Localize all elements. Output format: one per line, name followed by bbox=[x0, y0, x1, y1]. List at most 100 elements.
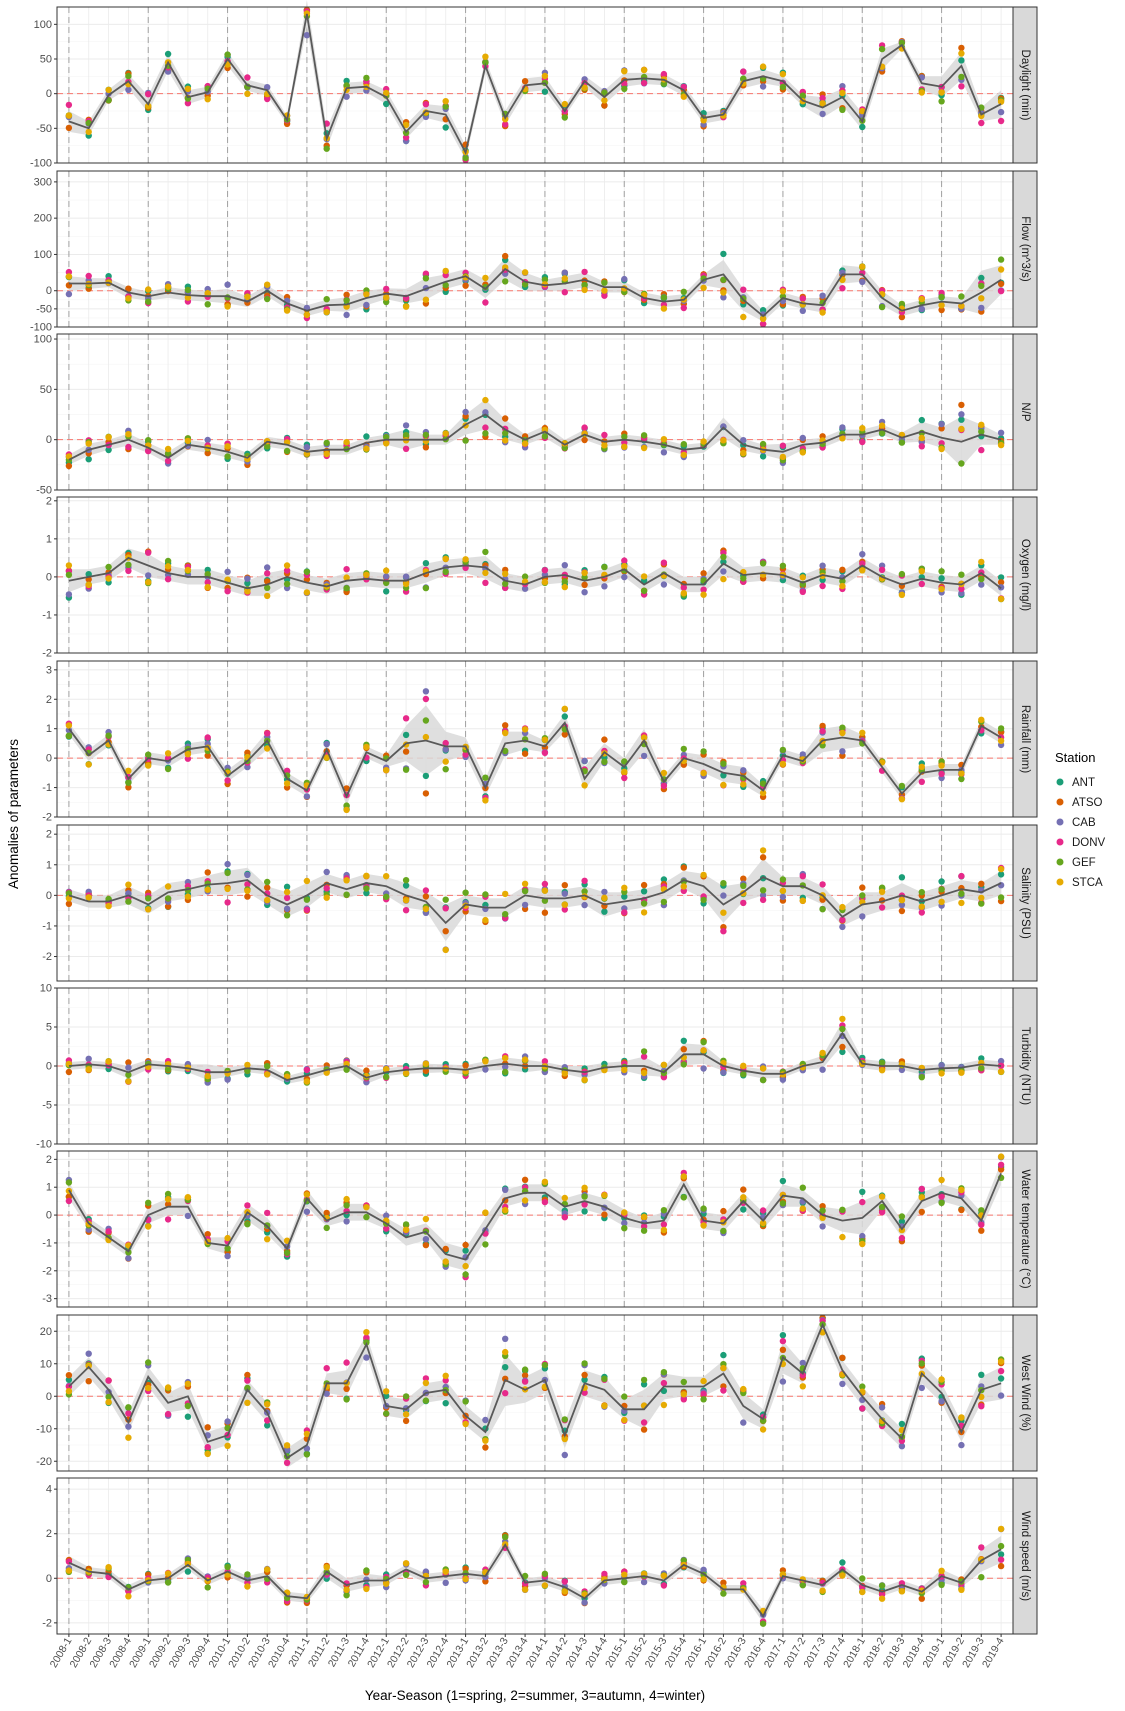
data-point-gef bbox=[839, 106, 846, 114]
data-point-gef bbox=[224, 51, 231, 58]
data-point-gef bbox=[442, 568, 449, 575]
data-point-atso bbox=[204, 1231, 211, 1238]
y-tick-label: -50 bbox=[36, 303, 52, 315]
data-point-donv bbox=[422, 270, 430, 277]
data-point-stca bbox=[700, 591, 707, 598]
data-point-stca bbox=[978, 421, 985, 428]
data-point-cab bbox=[224, 1076, 231, 1083]
legend-key-ant bbox=[1056, 778, 1064, 786]
data-point-stca bbox=[799, 897, 806, 904]
data-point-gef bbox=[779, 562, 787, 569]
data-point-stca bbox=[740, 313, 747, 321]
data-point-stca bbox=[462, 1262, 469, 1270]
data-point-gef bbox=[283, 447, 291, 455]
data-point-stca bbox=[264, 281, 271, 288]
data-point-gef bbox=[105, 732, 112, 739]
data-point-donv bbox=[224, 899, 231, 906]
data-point-gef bbox=[640, 432, 648, 439]
data-point-stca bbox=[958, 1586, 965, 1594]
data-point-ant bbox=[383, 100, 390, 108]
data-point-donv bbox=[442, 1377, 449, 1384]
data-point-ant bbox=[581, 1208, 588, 1215]
data-point-gef bbox=[938, 886, 945, 893]
data-point-gef bbox=[204, 571, 211, 578]
data-point-cab bbox=[561, 1451, 568, 1459]
data-point-stca bbox=[978, 716, 985, 723]
legend-key-stca bbox=[1056, 878, 1064, 886]
data-point-atso bbox=[521, 78, 529, 85]
data-point-ant bbox=[561, 713, 568, 720]
data-point-gef bbox=[204, 301, 211, 308]
data-point-donv bbox=[561, 289, 568, 296]
data-point-stca bbox=[402, 1560, 410, 1567]
mean-line bbox=[68, 1322, 1002, 1460]
y-tick-label: 2 bbox=[46, 694, 52, 706]
mean-line bbox=[68, 556, 1002, 590]
data-point-cab bbox=[363, 301, 370, 309]
data-point-donv bbox=[581, 877, 588, 884]
data-point-gef bbox=[581, 1360, 588, 1367]
data-point-gef bbox=[343, 297, 350, 304]
data-point-atso bbox=[521, 1176, 529, 1184]
data-point-stca bbox=[938, 89, 945, 96]
data-point-gef bbox=[997, 725, 1005, 732]
data-point-donv bbox=[164, 457, 172, 464]
facet-strip-label: Flow (m^3/s) bbox=[1019, 216, 1031, 282]
data-point-stca bbox=[700, 438, 707, 445]
data-point-gef bbox=[422, 275, 430, 282]
data-point-stca bbox=[621, 443, 628, 450]
data-point-atso bbox=[502, 252, 509, 260]
data-point-gef bbox=[680, 745, 687, 753]
data-point-stca bbox=[621, 1209, 628, 1216]
y-tick-label: -10 bbox=[36, 1139, 52, 1151]
data-point-donv bbox=[125, 1410, 132, 1417]
data-point-gef bbox=[680, 288, 687, 295]
data-point-gef bbox=[402, 877, 410, 884]
data-point-donv bbox=[442, 905, 449, 912]
data-point-ant bbox=[997, 1375, 1005, 1382]
data-point-stca bbox=[402, 580, 410, 588]
y-tick-label: -1 bbox=[42, 782, 52, 794]
data-point-stca bbox=[918, 1194, 925, 1201]
data-point-ant bbox=[65, 1376, 73, 1384]
data-point-cab bbox=[640, 752, 648, 760]
data-point-stca bbox=[105, 1564, 112, 1571]
data-point-stca bbox=[680, 1391, 687, 1398]
data-point-stca bbox=[482, 1437, 489, 1444]
data-point-stca bbox=[561, 583, 568, 591]
mean-line bbox=[68, 1031, 1002, 1081]
data-point-donv bbox=[164, 1216, 172, 1223]
data-point-cab bbox=[878, 1404, 886, 1411]
data-point-gef bbox=[640, 1048, 648, 1055]
data-point-cab bbox=[621, 573, 628, 581]
data-point-stca bbox=[442, 758, 449, 765]
data-point-gef bbox=[323, 145, 330, 152]
data-point-ant bbox=[938, 575, 945, 582]
data-point-stca bbox=[720, 1364, 727, 1372]
data-point-gef bbox=[720, 276, 727, 283]
data-point-stca bbox=[799, 1205, 806, 1212]
data-point-gef bbox=[700, 748, 707, 755]
data-point-atso bbox=[422, 893, 430, 900]
data-point-donv bbox=[581, 1389, 588, 1396]
data-point-gef bbox=[164, 450, 172, 458]
data-point-gef bbox=[422, 431, 430, 439]
facet-strip-label: Oxygen (mg/l) bbox=[1019, 539, 1031, 611]
data-point-cab bbox=[125, 1064, 132, 1071]
data-point-stca bbox=[482, 396, 489, 404]
data-point-gef bbox=[561, 1416, 568, 1423]
data-point-donv bbox=[65, 268, 73, 276]
data-point-gef bbox=[343, 1066, 350, 1073]
data-point-ant bbox=[978, 274, 985, 282]
y-tick-label: 0 bbox=[46, 285, 52, 297]
data-point-stca bbox=[640, 909, 648, 916]
data-point-stca bbox=[244, 887, 251, 894]
data-point-stca bbox=[759, 1065, 767, 1072]
data-point-gef bbox=[660, 1207, 668, 1214]
y-tick-label: 2 bbox=[46, 829, 52, 841]
data-point-gef bbox=[640, 1376, 648, 1384]
data-point-stca bbox=[482, 274, 489, 282]
data-point-donv bbox=[660, 782, 668, 789]
data-point-donv bbox=[740, 286, 747, 293]
data-point-gef bbox=[839, 1025, 846, 1033]
